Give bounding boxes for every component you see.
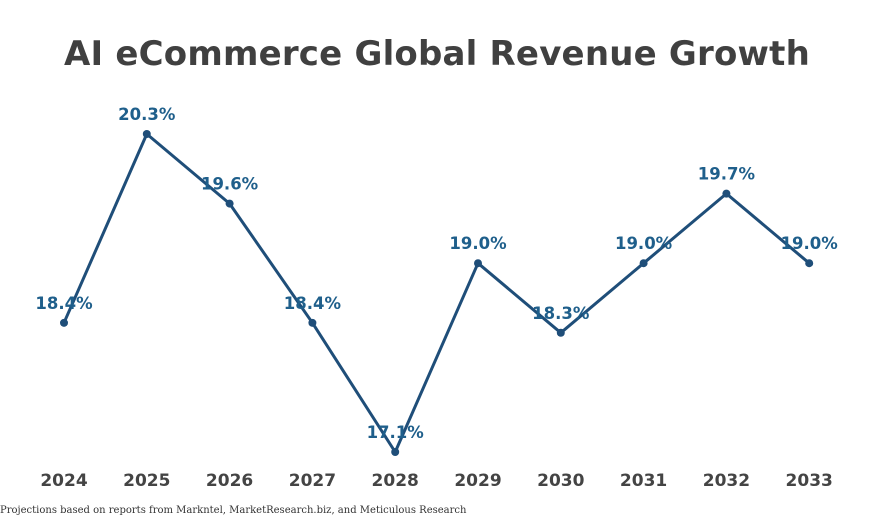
data-point — [308, 318, 317, 327]
x-tick-label: 2030 — [537, 471, 584, 491]
data-label: 17.1% — [367, 423, 425, 442]
x-tick-label: 2033 — [786, 471, 833, 491]
x-tick-label: 2028 — [372, 471, 419, 491]
data-point — [474, 259, 482, 268]
x-axis-ticks: 2024 2025 2026 2027 2028 2029 2030 2031 2032 2033 — [40, 471, 833, 491]
data-point — [639, 259, 648, 268]
data-point — [225, 199, 234, 208]
chart-title: AI eCommerce Global Revenue Growth — [63, 34, 811, 74]
x-tick-label: 2031 — [620, 471, 667, 491]
x-tick-label: 2027 — [289, 471, 336, 491]
data-label: 18.3% — [532, 304, 590, 323]
data-label: 19.6% — [201, 175, 259, 194]
data-point — [60, 318, 68, 327]
data-point — [391, 448, 400, 456]
data-label: 19.0% — [781, 234, 839, 253]
source-footnote: Projections based on reports from Marknt… — [0, 505, 467, 516]
data-label: 20.3% — [118, 105, 176, 124]
data-label-layer: 18.4% 20.3% 19.6% 18.4% 17.1% 19.0% 18.3% 19.0%… — [35, 105, 838, 442]
x-tick-label: 2029 — [454, 471, 501, 491]
x-tick-label: 2025 — [123, 471, 170, 491]
x-tick-label: 2024 — [40, 471, 87, 491]
data-label: 19.7% — [698, 165, 756, 184]
data-label: 18.4% — [35, 294, 93, 313]
data-point — [722, 189, 731, 198]
data-point — [556, 328, 565, 337]
x-tick-label: 2032 — [703, 471, 750, 491]
x-tick-label: 2026 — [206, 471, 253, 491]
data-label: 18.4% — [284, 294, 342, 313]
data-label: 19.0% — [449, 234, 507, 253]
data-point — [142, 130, 151, 138]
data-point — [805, 259, 814, 268]
series-layer — [60, 130, 814, 456]
data-label: 19.0% — [615, 234, 673, 253]
series-line — [62, 132, 811, 454]
